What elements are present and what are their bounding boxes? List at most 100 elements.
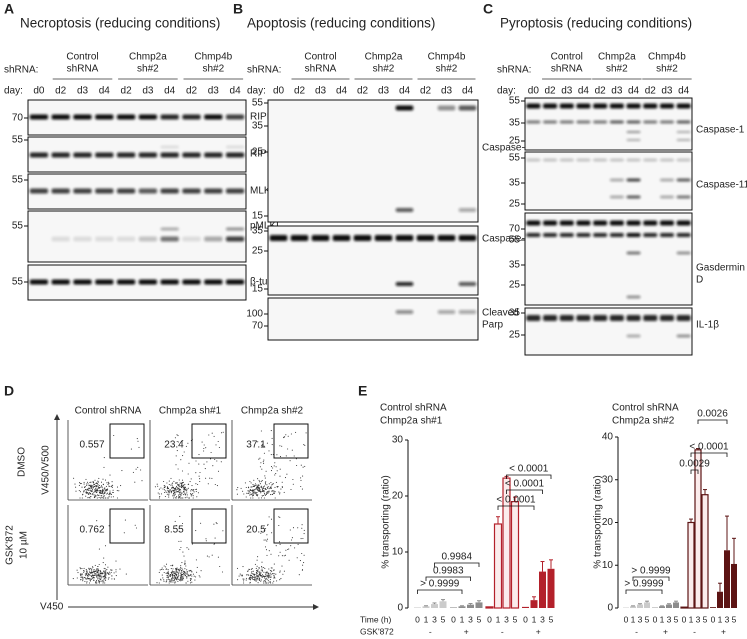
event-dot xyxy=(199,480,201,483)
event-dot xyxy=(90,572,92,575)
event-dot xyxy=(110,485,113,487)
event-dot xyxy=(116,490,118,492)
group-label: Chmp2a xyxy=(129,52,167,63)
band xyxy=(543,158,558,162)
event-dot xyxy=(180,497,182,499)
event-dot xyxy=(171,489,173,491)
protein-label: Caspase-3 xyxy=(482,234,531,245)
bar xyxy=(731,563,737,608)
event-dot xyxy=(285,455,287,457)
event-dot xyxy=(106,488,108,490)
event-dot xyxy=(253,484,255,486)
event-dot xyxy=(247,574,249,576)
event-dot xyxy=(264,483,267,485)
band xyxy=(626,315,641,321)
event-dot xyxy=(101,581,103,583)
event-dot xyxy=(91,566,94,568)
event-dot xyxy=(183,489,185,491)
event-dot xyxy=(104,582,106,584)
event-dot xyxy=(81,574,83,576)
x-tick-label: 0 xyxy=(523,614,528,624)
event-dot xyxy=(292,527,295,529)
event-dot xyxy=(93,571,95,573)
event-dot xyxy=(275,481,277,483)
event-dot xyxy=(106,571,108,574)
event-dot xyxy=(190,489,192,491)
event-dot xyxy=(102,497,104,499)
x-tick-label: 0 xyxy=(682,614,687,624)
event-dot xyxy=(177,580,179,582)
event-dot xyxy=(173,490,175,492)
event-dot xyxy=(102,572,104,574)
event-dot xyxy=(191,581,193,583)
event-dot xyxy=(267,490,269,493)
x-tick-label: 5 xyxy=(703,614,708,624)
event-dot xyxy=(261,569,263,571)
event-dot xyxy=(237,579,239,581)
mw-marker: 35 xyxy=(252,226,264,237)
event-dot xyxy=(100,577,103,579)
event-dot xyxy=(283,491,285,493)
event-dot xyxy=(254,483,257,485)
event-dot xyxy=(275,466,277,468)
event-dot xyxy=(168,493,170,495)
event-dot xyxy=(88,574,91,576)
band xyxy=(609,120,624,124)
event-dot xyxy=(250,497,252,499)
event-dot xyxy=(245,579,247,581)
event-dot xyxy=(88,582,91,584)
event-dot xyxy=(93,489,96,491)
event-dot xyxy=(104,564,107,566)
event-dot xyxy=(178,568,180,570)
event-dot xyxy=(179,482,181,484)
event-dot xyxy=(107,578,109,580)
band xyxy=(676,315,691,321)
event-dot xyxy=(178,540,180,542)
event-dot xyxy=(258,577,261,579)
event-dot xyxy=(186,547,188,549)
event-dot xyxy=(168,494,170,496)
group-label: Chmp4b xyxy=(428,52,466,63)
event-dot xyxy=(264,494,266,497)
event-dot xyxy=(98,575,100,577)
event-dot xyxy=(185,445,187,447)
event-dot xyxy=(264,580,266,582)
event-dot xyxy=(80,573,82,575)
event-dot xyxy=(254,577,256,579)
x-tick-label: 3 xyxy=(468,614,473,624)
mw-marker: 55 xyxy=(252,98,264,109)
group-label: - xyxy=(501,626,504,636)
day: d4 xyxy=(628,86,640,97)
event-dot xyxy=(258,579,261,582)
event-dot xyxy=(275,573,277,575)
band xyxy=(182,279,201,285)
event-dot xyxy=(100,497,102,499)
y-axis-label: % transporting (ratio) xyxy=(593,475,604,568)
event-dot xyxy=(166,572,168,574)
mw-marker: 55 xyxy=(12,135,24,146)
bar xyxy=(439,601,447,608)
y-tick-label: 30 xyxy=(392,435,404,446)
sig-bracket xyxy=(425,576,471,581)
event-dot xyxy=(176,567,178,569)
event-dot xyxy=(178,489,180,491)
event-dot xyxy=(94,494,96,496)
event-dot xyxy=(83,489,85,491)
event-dot xyxy=(175,482,177,484)
event-dot xyxy=(176,575,178,577)
event-dot xyxy=(252,573,254,575)
event-dot xyxy=(197,492,199,494)
event-dot xyxy=(288,559,290,561)
event-dot xyxy=(84,578,86,580)
event-dot xyxy=(259,490,261,492)
event-dot xyxy=(178,491,180,493)
event-dot xyxy=(190,569,192,572)
event-dot xyxy=(182,572,185,574)
event-dot xyxy=(295,431,297,433)
band xyxy=(116,236,136,242)
event-dot xyxy=(190,495,192,497)
event-dot xyxy=(179,488,182,491)
event-dot xyxy=(88,485,90,487)
band xyxy=(626,233,641,237)
day: d3 xyxy=(378,86,390,97)
